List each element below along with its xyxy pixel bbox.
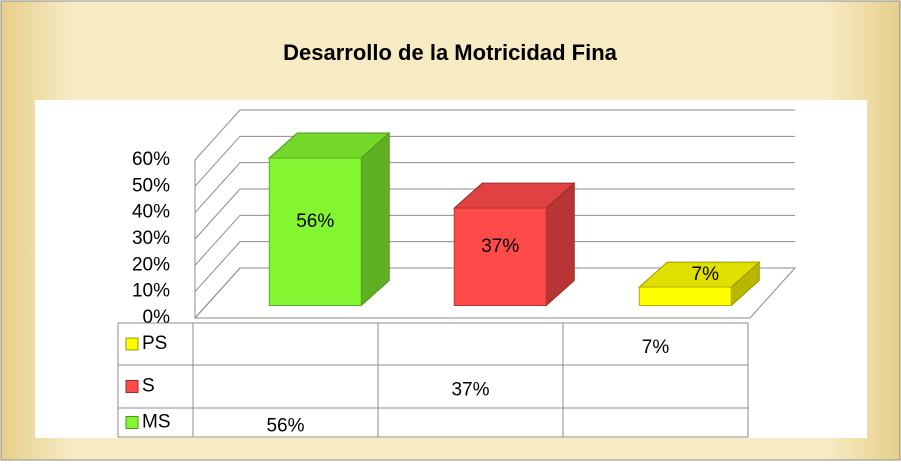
- bar-side: [360, 131, 390, 307]
- data-label: 56%: [296, 211, 334, 232]
- y-tick-label: 10%: [132, 281, 170, 302]
- table-value: 56%: [266, 416, 304, 437]
- grid-line: [194, 135, 795, 187]
- y-tick-label: 30%: [132, 228, 170, 249]
- y-tick-label: 60%: [132, 149, 170, 170]
- grid-line: [194, 188, 795, 240]
- grid-line: [194, 109, 795, 161]
- grid-line: [194, 162, 795, 214]
- table-cell: [562, 407, 749, 438]
- table-value: 37%: [451, 380, 489, 401]
- y-tick-label: 20%: [132, 254, 170, 275]
- legend-label: PS: [142, 333, 167, 354]
- grid-line: [194, 241, 795, 293]
- legend-key: [125, 380, 139, 393]
- grid-line: [194, 267, 795, 319]
- grid-line: [194, 214, 795, 266]
- data-label: 37%: [481, 236, 519, 257]
- bar: [453, 207, 547, 306]
- chart-title: Desarrollo de la Motricidad Fina: [283, 40, 618, 65]
- table-value: 7%: [642, 337, 670, 358]
- legend-label: S: [142, 376, 155, 397]
- bar: [638, 286, 732, 307]
- y-tick-label: 40%: [132, 202, 170, 223]
- legend-key: [125, 337, 139, 351]
- bar: [268, 157, 362, 306]
- y-tick-label: 50%: [132, 175, 170, 196]
- legend-label: MS: [142, 412, 171, 433]
- legend-key: [125, 416, 139, 429]
- data-label: 7%: [692, 264, 720, 285]
